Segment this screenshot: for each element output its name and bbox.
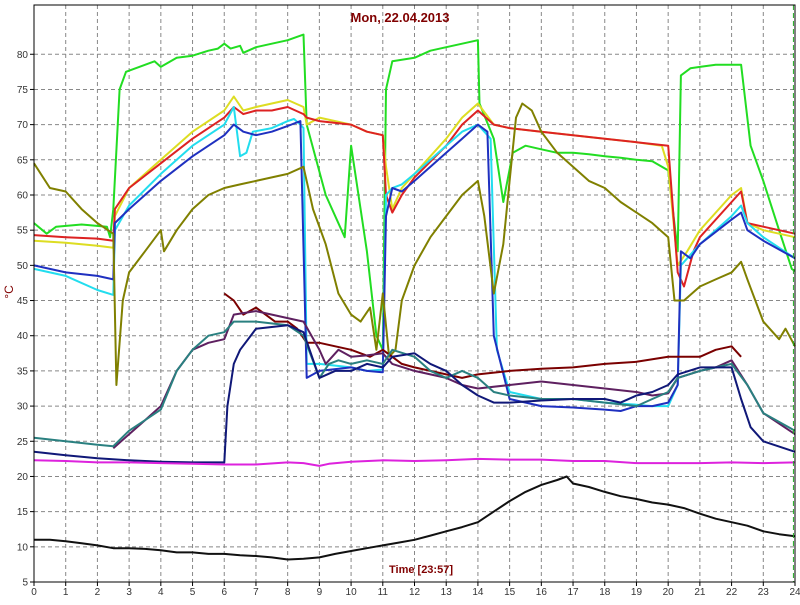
x-tick-label: 15 [504,587,516,598]
y-tick-label: 25 [17,437,29,448]
y-tick-label: 40 [17,331,29,342]
x-tick-label: 19 [631,587,643,598]
series-line-5 [33,120,796,412]
y-tick-label: 55 [17,226,29,237]
x-tick-label: 3 [126,587,132,598]
x-tick-label: 18 [599,587,611,598]
y-tick-label: 10 [17,542,29,553]
x-tick-label: 14 [472,587,484,598]
y-tick-label: 80 [17,50,29,61]
y-tick-label: 50 [17,261,29,272]
series-line-7 [223,292,742,379]
y-tick-label: 35 [17,366,29,377]
x-tick-label: 11 [378,587,389,598]
series-line-11 [33,457,796,467]
x-tick-label: 17 [567,587,579,598]
y-tick-label: 20 [17,472,29,483]
x-tick-label: 5 [190,587,196,598]
series-line-10 [33,324,796,464]
x-tick-labels: 0 1 2 3 4 5 6 7 8 9 10 11 12 13 14 15 16 17 18 19 20 21 22 23 24 [31,582,800,598]
x-tick-label: 8 [285,587,291,598]
x-tick-label: 6 [221,587,227,598]
series-line-3 [33,106,796,288]
x-tick-label: 23 [758,587,770,598]
y-tick-label: 15 [17,507,29,518]
x-tick-label: 1 [63,587,69,598]
x-tick-label: 12 [409,587,421,598]
x-tick-label: 0 [31,587,37,598]
y-tick-label: 65 [17,155,29,166]
series-line-6 [33,102,796,386]
y-axis-label: °C [2,285,16,299]
series-line-9 [33,320,796,448]
series-layer [33,33,796,561]
series-line-12 [34,475,796,561]
x-tick-label: 7 [253,587,259,598]
y-tick-label: 60 [17,190,29,201]
y-tick-label: 5 [22,578,28,589]
x-tick-label: 9 [317,587,323,598]
x-tick-label: 13 [441,587,453,598]
chart-title: Mon, 22.04.2013 [351,10,450,25]
x-tick-label: 4 [158,587,164,598]
x-tick-label: 16 [536,587,548,598]
x-tick-label: 2 [95,587,101,598]
y-tick-label: 45 [17,296,29,307]
x-axis-label: Time [23:57] [389,564,453,576]
x-tick-label: 21 [694,587,706,598]
x-tick-label: 22 [726,587,738,598]
y-tick-label: 30 [17,402,29,413]
y-tick-label: 75 [17,85,29,96]
y-tick-label: 70 [17,120,29,131]
y-tick-labels: 5 10 15 20 25 30 35 40 45 50 55 60 65 70 75 80 [17,50,34,589]
x-tick-label: 24 [789,587,800,598]
x-tick-label: 10 [346,587,358,598]
x-tick-label: 20 [663,587,675,598]
